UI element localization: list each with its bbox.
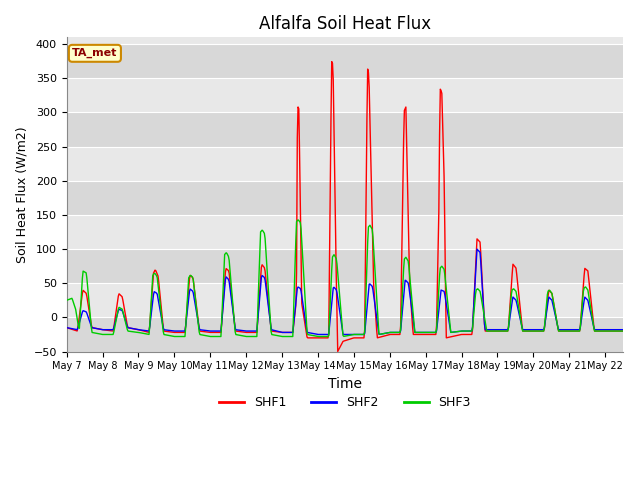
Bar [67, 181, 623, 215]
Y-axis label: Soil Heat Flux (W/m2): Soil Heat Flux (W/m2) [15, 126, 28, 263]
Bar [67, 283, 623, 317]
X-axis label: Time: Time [328, 377, 362, 391]
Bar [67, 146, 623, 181]
Bar [67, 215, 623, 249]
Bar [67, 249, 623, 283]
Text: TA_met: TA_met [72, 48, 118, 59]
Legend: SHF1, SHF2, SHF3: SHF1, SHF2, SHF3 [214, 391, 476, 414]
Bar [67, 44, 623, 78]
Bar [67, 112, 623, 146]
Bar [67, 317, 623, 351]
Title: Alfalfa Soil Heat Flux: Alfalfa Soil Heat Flux [259, 15, 431, 33]
Bar [67, 78, 623, 112]
